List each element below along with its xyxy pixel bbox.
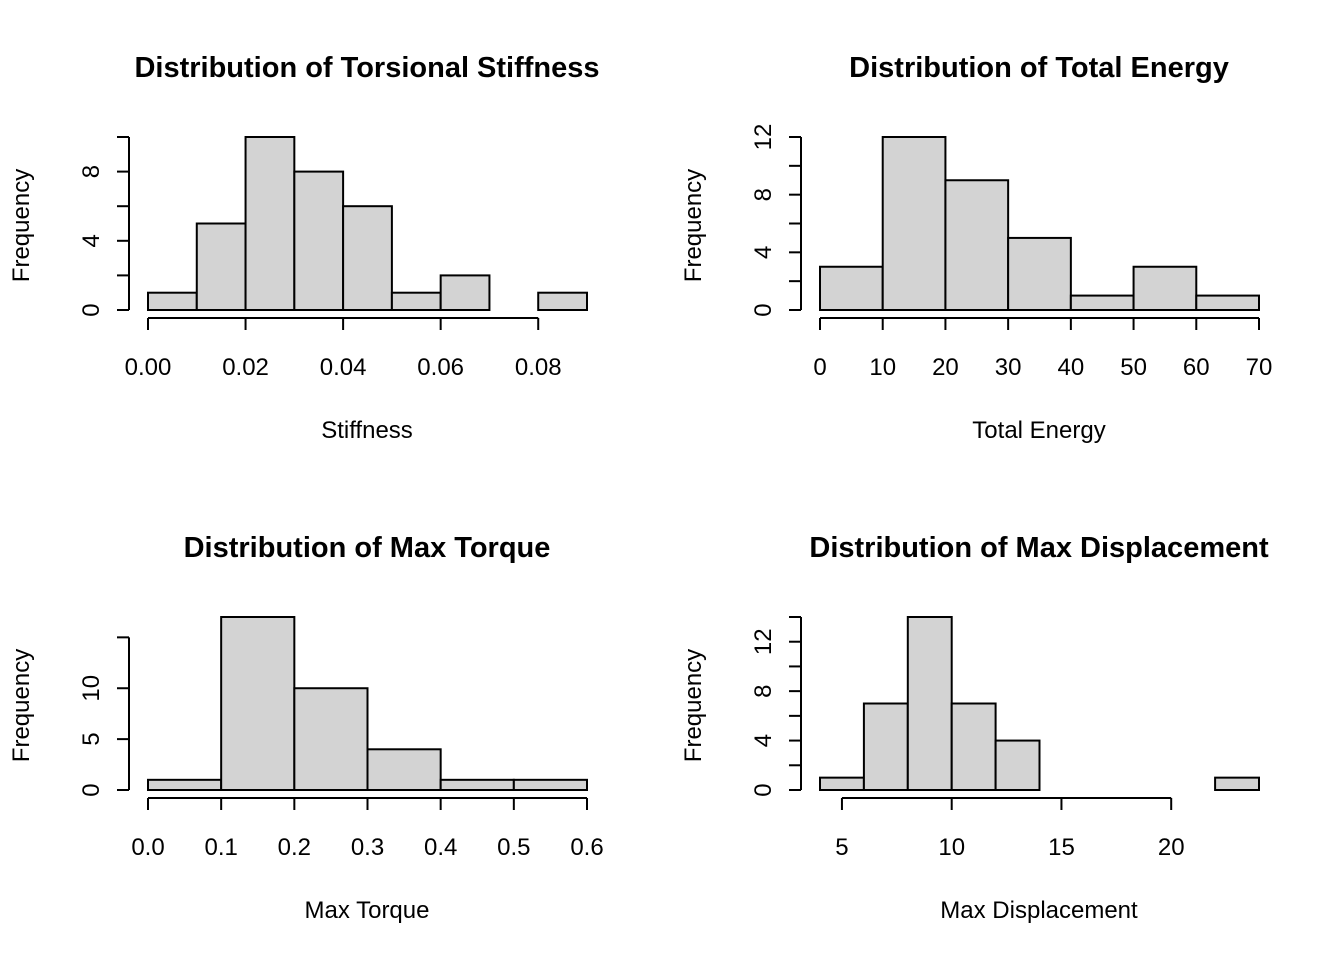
histogram-bar: [293, 170, 345, 311]
x-tick-label: 70: [1246, 354, 1273, 381]
x-axis-label: Max Displacement: [940, 897, 1138, 924]
y-axis-label: Frequency: [680, 649, 707, 762]
x-tick-label: 20: [932, 354, 959, 381]
histogram-bar: [147, 291, 198, 312]
y-tick-label: 0: [750, 783, 777, 796]
histogram-bar: [994, 739, 1041, 791]
x-tick-label: 0.2: [278, 834, 311, 861]
x-tick-label: 20: [1158, 834, 1185, 861]
histogram-bar: [244, 136, 296, 311]
histogram-bar: [220, 616, 296, 791]
x-tick-label: 5: [835, 834, 848, 861]
x-tick-label: 40: [1058, 354, 1085, 381]
x-tick-label: 0.08: [515, 354, 562, 381]
histogram-bar: [1195, 294, 1261, 312]
histogram-bar: [1214, 776, 1260, 792]
histogram-bar: [881, 136, 947, 311]
histogram-bar: [195, 222, 247, 311]
chart-title: Distribution of Max Displacement: [809, 532, 1269, 564]
histogram-bar: [819, 265, 884, 311]
x-tick-label: 60: [1183, 354, 1210, 381]
x-axis-label: Total Energy: [972, 417, 1105, 444]
y-tick-label: 8: [78, 165, 105, 178]
y-tick-label: 8: [750, 684, 777, 697]
chart-title: Distribution of Max Torque: [184, 532, 551, 564]
histogram-bar: [944, 179, 1010, 311]
histogram-bar: [1007, 236, 1072, 312]
x-tick-label: 50: [1120, 354, 1147, 381]
y-tick-label: 10: [78, 675, 105, 702]
histogram-bar: [950, 702, 997, 791]
x-tick-label: 0.00: [125, 354, 172, 381]
y-tick-label: 4: [750, 246, 777, 259]
histogram-bar: [862, 702, 909, 791]
y-tick-label: 0: [750, 303, 777, 316]
y-axis-label: Frequency: [8, 169, 35, 282]
y-tick-label: 0: [78, 783, 105, 796]
x-axis-label: Max Torque: [305, 897, 430, 924]
histogram-bar: [293, 687, 369, 791]
y-tick-label: 5: [78, 732, 105, 745]
x-tick-label: 0.3: [351, 834, 384, 861]
histogram-bar: [1132, 265, 1198, 311]
histogram-bar: [147, 778, 223, 792]
x-tick-label: 0: [813, 354, 826, 381]
histogram-bar: [819, 776, 865, 792]
histogram-bar: [1069, 294, 1135, 312]
histogram-bar: [439, 274, 491, 311]
histogram-panel-3: Distribution of Max Torque 0.0 0.1 0.2 0.3 0.…: [8, 532, 604, 924]
histogram-bar: [342, 205, 393, 311]
x-tick-label: 15: [1048, 834, 1075, 861]
x-tick-label: 10: [869, 354, 896, 381]
chart-title: Distribution of Torsional Stiffness: [134, 52, 599, 84]
histogram-panel-1: Distribution of Torsional Stiffness 0.00 0…: [8, 52, 600, 444]
y-tick-label: 12: [750, 628, 777, 655]
histogram-bar: [390, 291, 442, 312]
x-tick-label: 10: [938, 834, 965, 861]
histogram-bar: [906, 616, 953, 791]
x-tick-label: 30: [995, 354, 1022, 381]
histogram-panel-4: Distribution of Max Displacement 5 10 15 20 0…: [680, 532, 1269, 924]
x-axis-label: Stiffness: [321, 417, 413, 444]
chart-title: Distribution of Total Energy: [849, 52, 1229, 84]
y-tick-label: 0: [78, 303, 105, 316]
x-tick-label: 0.04: [320, 354, 367, 381]
histogram-bar: [512, 778, 588, 792]
histogram-bar: [366, 748, 442, 792]
y-axis-label: Frequency: [8, 649, 35, 762]
y-tick-label: 4: [78, 234, 105, 247]
x-tick-label: 0.02: [222, 354, 269, 381]
y-tick-label: 4: [750, 734, 777, 747]
histogram-bar: [439, 778, 515, 792]
x-tick-label: 0.6: [570, 834, 603, 861]
x-tick-label: 0.0: [131, 834, 164, 861]
x-tick-label: 0.5: [497, 834, 530, 861]
y-tick-label: 12: [750, 124, 777, 151]
x-tick-label: 0.4: [424, 834, 457, 861]
y-axis-label: Frequency: [680, 169, 707, 282]
x-tick-label: 0.1: [204, 834, 237, 861]
histogram-bar: [537, 291, 589, 312]
x-tick-label: 0.06: [417, 354, 464, 381]
y-tick-label: 8: [750, 188, 777, 201]
